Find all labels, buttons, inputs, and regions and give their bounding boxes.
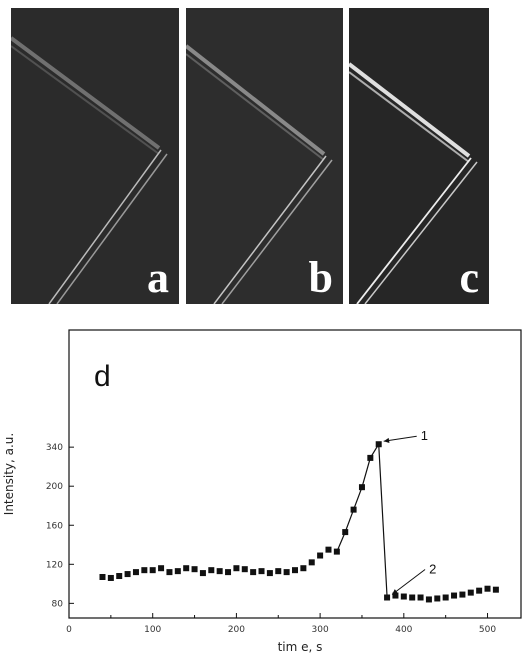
annotation-label-1: 1	[421, 428, 428, 443]
data-point	[124, 571, 131, 578]
series-points	[99, 441, 499, 603]
x-tick-label: 0	[66, 625, 72, 635]
annotation-arrow-1	[383, 435, 417, 442]
plot-frame	[68, 329, 522, 619]
data-point	[225, 569, 232, 576]
data-point	[216, 568, 223, 575]
data-point	[199, 570, 206, 577]
annotation-arrowhead-2	[392, 589, 398, 595]
x-tick-label: 400	[395, 625, 412, 635]
data-point	[208, 567, 215, 574]
data-point	[266, 570, 273, 577]
data-point	[392, 592, 399, 599]
data-point	[367, 454, 374, 461]
data-point	[141, 567, 148, 574]
data-point	[350, 506, 357, 513]
data-point	[417, 594, 424, 601]
data-point	[459, 591, 466, 598]
data-point	[116, 573, 123, 580]
y-tick-label: 120	[46, 560, 63, 570]
data-point	[484, 585, 491, 592]
data-point	[342, 529, 349, 536]
annotation-label-2: 2	[429, 561, 436, 576]
data-point	[409, 594, 416, 601]
data-point	[132, 569, 139, 576]
x-tick-label: 500	[479, 625, 496, 635]
data-point	[425, 596, 432, 603]
data-point	[300, 565, 307, 572]
data-point	[233, 565, 240, 572]
data-point	[275, 568, 282, 575]
y-tick-label: 160	[46, 521, 63, 531]
annotation-arrowhead-1	[383, 437, 390, 443]
data-point	[317, 552, 324, 559]
x-axis-label: tim e, s	[278, 640, 323, 654]
data-point	[434, 595, 441, 602]
data-point	[258, 568, 265, 575]
micrograph-c-image	[349, 8, 489, 304]
data-point	[451, 592, 458, 599]
panel-letter-c: c	[459, 253, 479, 302]
data-point	[442, 594, 449, 601]
data-point	[333, 548, 340, 555]
panel-letter-a: a	[147, 253, 169, 302]
data-point	[467, 589, 474, 596]
data-point	[358, 484, 365, 491]
data-point	[191, 566, 198, 573]
series-connecting-line	[336, 442, 388, 598]
y-tick-label: 340	[46, 443, 63, 453]
peak-annotations: 12	[383, 428, 436, 595]
x-tick-label: 200	[228, 625, 245, 635]
micrograph-panel-c: c	[349, 8, 489, 304]
micrograph-a-image	[11, 8, 179, 304]
data-point	[400, 593, 407, 600]
data-point	[149, 567, 156, 574]
y-axis-ticks: 80 120 160 200 340	[46, 443, 74, 609]
data-point	[283, 569, 290, 576]
panel-label-d: d	[94, 360, 111, 393]
data-point	[166, 569, 173, 576]
data-point	[183, 565, 190, 572]
data-point	[158, 565, 165, 572]
micrograph-panel-b: b	[186, 8, 343, 304]
x-tick-label: 300	[312, 625, 329, 635]
data-point	[99, 573, 106, 580]
y-tick-label: 200	[46, 482, 63, 492]
data-point	[384, 594, 391, 601]
panel-letter-b: b	[308, 253, 333, 302]
data-point	[241, 566, 248, 573]
data-point	[292, 567, 298, 574]
micrograph-b-image	[186, 8, 343, 304]
y-tick-label: 80	[52, 599, 64, 609]
data-point	[308, 559, 315, 566]
data-point	[107, 574, 114, 581]
data-point	[250, 569, 257, 576]
annotation-arrow-2	[391, 569, 426, 595]
data-point	[492, 586, 499, 593]
x-axis-ticks: 0 100 200 300 400 500	[66, 613, 496, 635]
data-point	[174, 568, 181, 575]
y-axis-label: Intensity, a.u.	[2, 433, 16, 515]
data-point	[325, 546, 332, 553]
micrograph-panel-a: a	[11, 8, 179, 304]
data-point	[476, 587, 483, 594]
data-point	[375, 441, 382, 448]
x-tick-label: 100	[144, 625, 161, 635]
